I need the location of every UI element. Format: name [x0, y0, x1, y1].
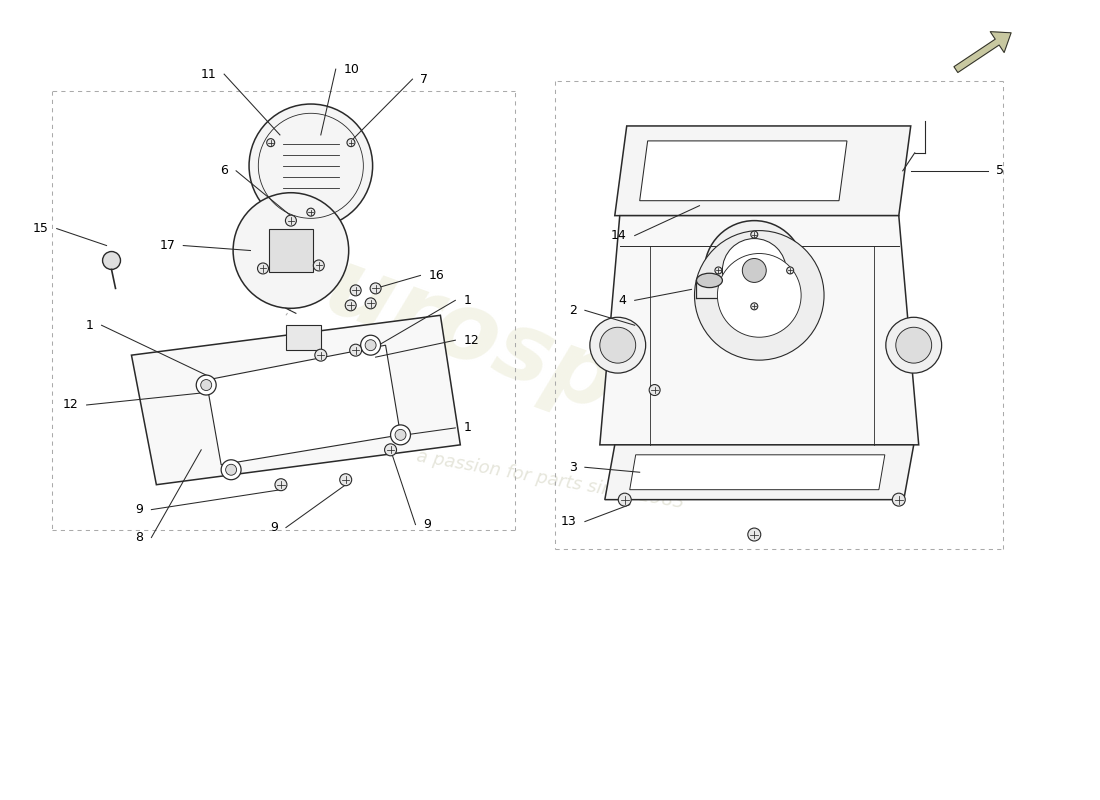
- Text: 14: 14: [610, 229, 627, 242]
- Text: 1: 1: [463, 422, 471, 434]
- Text: 5: 5: [997, 164, 1004, 178]
- Circle shape: [365, 340, 376, 350]
- Text: 8: 8: [135, 531, 143, 544]
- Circle shape: [350, 344, 362, 356]
- Text: 3: 3: [569, 461, 576, 474]
- Circle shape: [715, 267, 722, 274]
- Circle shape: [370, 283, 381, 294]
- Circle shape: [221, 460, 241, 480]
- Circle shape: [590, 318, 646, 373]
- Circle shape: [704, 221, 804, 320]
- Circle shape: [346, 138, 355, 146]
- Text: 13: 13: [561, 515, 576, 528]
- Circle shape: [395, 430, 406, 440]
- Circle shape: [340, 474, 352, 486]
- Circle shape: [350, 285, 361, 296]
- Circle shape: [365, 298, 376, 309]
- Circle shape: [723, 238, 786, 302]
- Circle shape: [275, 478, 287, 490]
- Text: 6: 6: [220, 164, 228, 178]
- Polygon shape: [605, 445, 914, 500]
- Polygon shape: [132, 315, 460, 485]
- Circle shape: [751, 303, 758, 310]
- Text: 9: 9: [271, 521, 278, 534]
- Text: 7: 7: [420, 73, 429, 86]
- Circle shape: [257, 263, 268, 274]
- Circle shape: [345, 300, 356, 311]
- Circle shape: [618, 493, 631, 506]
- Circle shape: [285, 215, 296, 226]
- Circle shape: [649, 385, 660, 395]
- Text: 16: 16: [428, 269, 444, 282]
- Text: 12: 12: [63, 398, 78, 411]
- Text: 1: 1: [463, 294, 471, 307]
- Text: 1: 1: [86, 318, 94, 332]
- Circle shape: [385, 444, 396, 456]
- Ellipse shape: [696, 274, 723, 287]
- Circle shape: [886, 318, 942, 373]
- Circle shape: [786, 267, 794, 274]
- Text: eurospares: eurospares: [253, 220, 847, 510]
- Text: 11: 11: [200, 68, 217, 81]
- Circle shape: [717, 254, 801, 338]
- Circle shape: [390, 425, 410, 445]
- Circle shape: [249, 104, 373, 228]
- Circle shape: [892, 493, 905, 506]
- Circle shape: [102, 251, 121, 270]
- Circle shape: [266, 138, 275, 146]
- Polygon shape: [615, 126, 911, 216]
- Circle shape: [315, 349, 327, 361]
- Text: a passion for parts since 1983: a passion for parts since 1983: [415, 447, 685, 512]
- Text: 17: 17: [160, 239, 175, 252]
- Circle shape: [751, 231, 758, 238]
- Circle shape: [196, 375, 217, 395]
- Text: 2: 2: [569, 304, 576, 317]
- Text: 10: 10: [343, 62, 360, 76]
- Circle shape: [600, 327, 636, 363]
- Polygon shape: [600, 216, 918, 445]
- Polygon shape: [640, 141, 847, 201]
- Text: 12: 12: [463, 334, 480, 346]
- Polygon shape: [270, 229, 312, 273]
- Text: 9: 9: [424, 518, 431, 531]
- Circle shape: [307, 208, 315, 216]
- Circle shape: [895, 327, 932, 363]
- Polygon shape: [286, 326, 321, 350]
- Text: 4: 4: [619, 294, 627, 307]
- Polygon shape: [629, 455, 884, 490]
- Circle shape: [233, 193, 349, 308]
- Circle shape: [314, 260, 324, 271]
- Circle shape: [226, 464, 236, 475]
- Circle shape: [748, 528, 761, 541]
- Circle shape: [694, 230, 824, 360]
- Text: 15: 15: [33, 222, 48, 235]
- Text: 9: 9: [135, 503, 143, 516]
- Circle shape: [361, 335, 381, 355]
- Circle shape: [742, 258, 767, 282]
- Polygon shape: [206, 345, 400, 465]
- FancyArrowPatch shape: [954, 32, 1011, 73]
- Circle shape: [200, 379, 211, 390]
